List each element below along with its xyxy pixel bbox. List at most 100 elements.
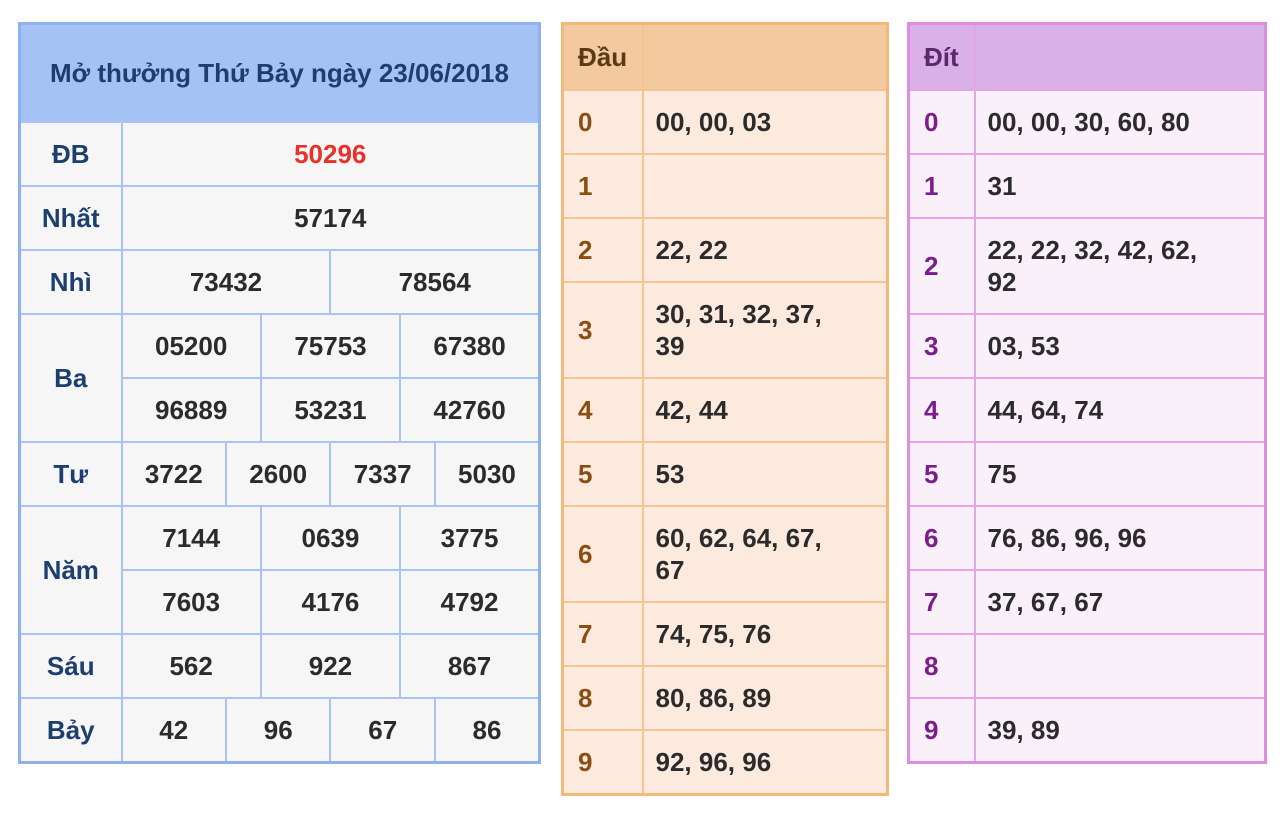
prize-label: Năm — [18, 505, 123, 635]
prize-number: 73432 — [120, 249, 332, 315]
prize-number: 86 — [433, 697, 541, 764]
dit-key: 7 — [907, 569, 976, 635]
dit-row: 0 00, 00, 30, 60, 80 — [907, 89, 1267, 155]
prize-number: 0639 — [259, 505, 402, 571]
dau-row: 0 00, 00, 03 — [561, 89, 889, 155]
dit-values: 00, 00, 30, 60, 80 — [973, 89, 1267, 155]
dau-values: 92, 96, 96 — [641, 729, 889, 796]
dit-key: 2 — [907, 217, 976, 315]
dit-header-row: Đít — [907, 22, 1267, 91]
dit-key: 9 — [907, 697, 976, 764]
dit-table: Đít 0 00, 00, 30, 60, 80 1 31 2 22, 22, 32,… — [907, 22, 1267, 764]
prize-label: Tư — [18, 441, 123, 507]
prize-label: Ba — [18, 313, 123, 443]
dau-values: 00, 00, 03 — [641, 89, 889, 155]
dau-values: 42, 44 — [641, 377, 889, 443]
dau-row: 2 22, 22 — [561, 217, 889, 283]
dau-row: 6 60, 62, 64, 67, 67 — [561, 505, 889, 603]
prize-number: 562 — [120, 633, 262, 699]
dit-row: 4 44, 64, 74 — [907, 377, 1267, 443]
dit-values: 37, 67, 67 — [973, 569, 1267, 635]
dit-row: 9 39, 89 — [907, 697, 1267, 764]
dau-row: 3 30, 31, 32, 37, 39 — [561, 281, 889, 379]
dau-header-value — [641, 22, 889, 91]
prize-number: 05200 — [120, 313, 262, 379]
prize-number: 96889 — [120, 377, 262, 443]
dau-values: 74, 75, 76 — [641, 601, 889, 667]
prize-number: 4176 — [259, 569, 402, 635]
dau-values: 22, 22 — [641, 217, 889, 283]
dau-row: 8 80, 86, 89 — [561, 665, 889, 731]
prize-number: 7337 — [329, 441, 436, 507]
dau-table: Đầu 0 00, 00, 03 1 2 22, 22 3 30, 31, 32, 3… — [561, 22, 889, 796]
prize-number: 3722 — [120, 441, 227, 507]
dit-row: 6 76, 86, 96, 96 — [907, 505, 1267, 571]
dau-values: 53 — [641, 441, 889, 507]
dit-row: 3 03, 53 — [907, 313, 1267, 379]
dau-row: 7 74, 75, 76 — [561, 601, 889, 667]
dit-row: 2 22, 22, 32, 42, 62, 92 — [907, 217, 1267, 315]
results-title: Mở thưởng Thứ Bảy ngày 23/06/2018 — [18, 22, 541, 123]
dau-header-row: Đầu — [561, 22, 889, 91]
dau-key: 0 — [561, 89, 644, 155]
prize-number: 96 — [224, 697, 332, 764]
special-prize-number: 50296 — [120, 121, 541, 187]
prize-row-bay: Bảy 42 96 67 86 — [18, 697, 541, 764]
dit-header: Đít — [907, 22, 976, 91]
dit-row: 8 — [907, 633, 1267, 699]
prize-row-nhi: Nhì 73432 78564 — [18, 249, 541, 315]
dau-values: 30, 31, 32, 37, 39 — [641, 281, 889, 379]
dit-values: 75 — [973, 441, 1267, 507]
dau-key: 6 — [561, 505, 644, 603]
results-title-row: Mở thưởng Thứ Bảy ngày 23/06/2018 — [18, 22, 541, 123]
prize-row-sau: Sáu 562 922 867 — [18, 633, 541, 699]
dit-header-value — [973, 22, 1267, 91]
prize-number: 42760 — [399, 377, 541, 443]
prize-number: 922 — [259, 633, 402, 699]
prize-number: 67 — [329, 697, 436, 764]
dit-values: 39, 89 — [973, 697, 1267, 764]
prize-label: Bảy — [18, 697, 123, 764]
prize-number: 75753 — [259, 313, 402, 379]
dit-key: 3 — [907, 313, 976, 379]
dit-key: 5 — [907, 441, 976, 507]
dau-key: 3 — [561, 281, 644, 379]
dau-key: 4 — [561, 377, 644, 443]
dau-key: 8 — [561, 665, 644, 731]
prize-row-ba-2: 96889 53231 42760 — [20, 377, 541, 443]
dit-values — [973, 633, 1267, 699]
dau-key: 9 — [561, 729, 644, 796]
prize-row-nam: Năm 7144 0639 3775 — [18, 505, 541, 635]
dit-key: 0 — [907, 89, 976, 155]
dit-values: 76, 86, 96, 96 — [973, 505, 1267, 571]
prize-label: Nhì — [18, 249, 123, 315]
prize-row-db: ĐB 50296 — [18, 121, 541, 187]
prize-number: 7144 — [120, 505, 262, 571]
prize-number: 42 — [120, 697, 227, 764]
prize-number: 7603 — [120, 569, 262, 635]
prize-number: 57174 — [120, 185, 541, 251]
dau-key: 2 — [561, 217, 644, 283]
dit-values: 03, 53 — [973, 313, 1267, 379]
prize-number: 67380 — [399, 313, 541, 379]
dau-values: 80, 86, 89 — [641, 665, 889, 731]
prize-row-nhat: Nhất 57174 — [18, 185, 541, 251]
prize-label: Nhất — [18, 185, 123, 251]
dit-key: 4 — [907, 377, 976, 443]
prize-number: 4792 — [399, 569, 541, 635]
dit-values: 22, 22, 32, 42, 62, 92 — [973, 217, 1267, 315]
dau-key: 5 — [561, 441, 644, 507]
dit-row: 5 75 — [907, 441, 1267, 507]
dau-row: 9 92, 96, 96 — [561, 729, 889, 796]
prize-row-ba: Ba 05200 75753 67380 — [18, 313, 541, 443]
prize-label: ĐB — [18, 121, 123, 187]
dau-row: 4 42, 44 — [561, 377, 889, 443]
prize-number: 53231 — [259, 377, 402, 443]
dau-key: 1 — [561, 153, 644, 219]
prize-label: Sáu — [18, 633, 123, 699]
dau-values: 60, 62, 64, 67, 67 — [641, 505, 889, 603]
dit-values: 31 — [973, 153, 1267, 219]
prize-number: 5030 — [433, 441, 541, 507]
dau-row: 1 — [561, 153, 889, 219]
dit-row: 1 31 — [907, 153, 1267, 219]
